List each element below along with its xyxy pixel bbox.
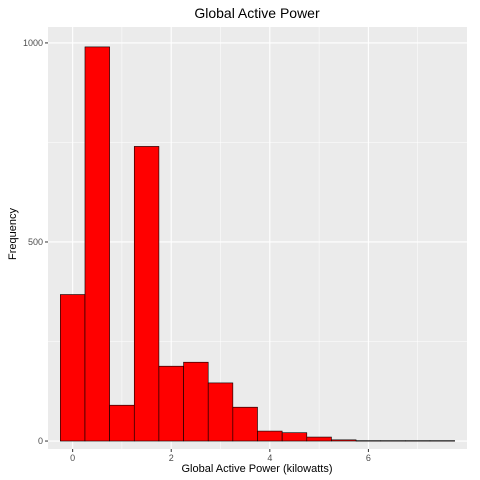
histogram-bar [331, 439, 357, 442]
histogram-bar [84, 46, 110, 442]
x-tick-label: 0 [70, 453, 75, 463]
histogram-bars [60, 46, 455, 442]
histogram-bar [355, 440, 382, 442]
histogram-bar [109, 404, 135, 442]
histogram-bar [380, 440, 406, 442]
y-axis-label: Frequency [7, 208, 19, 260]
chart-title: Global Active Power [194, 5, 320, 21]
histogram-bar [257, 430, 283, 442]
y-tick-label: 500 [28, 237, 43, 247]
histogram-bar [60, 294, 86, 442]
x-axis: 0 2 4 6 [70, 449, 371, 463]
y-tick-label: 0 [38, 436, 43, 446]
histogram-bar [133, 146, 160, 442]
plot-panel [48, 27, 467, 449]
histogram-bar [183, 361, 209, 442]
y-axis: 0 500 1000 [23, 38, 48, 446]
histogram-bar [405, 440, 431, 442]
histogram-bar [306, 436, 332, 442]
histogram-bar [207, 382, 234, 442]
histogram-bar [232, 406, 258, 442]
x-tick-label: 6 [366, 453, 371, 463]
histogram-bar [429, 440, 455, 442]
minor-gridlines [48, 27, 467, 449]
x-tick-label: 4 [267, 453, 272, 463]
histogram-bar [158, 365, 184, 442]
y-tick-label: 1000 [23, 38, 43, 48]
x-axis-label: Global Active Power (kilowatts) [182, 463, 333, 475]
x-tick-label: 2 [169, 453, 174, 463]
histogram-bar [281, 432, 308, 442]
